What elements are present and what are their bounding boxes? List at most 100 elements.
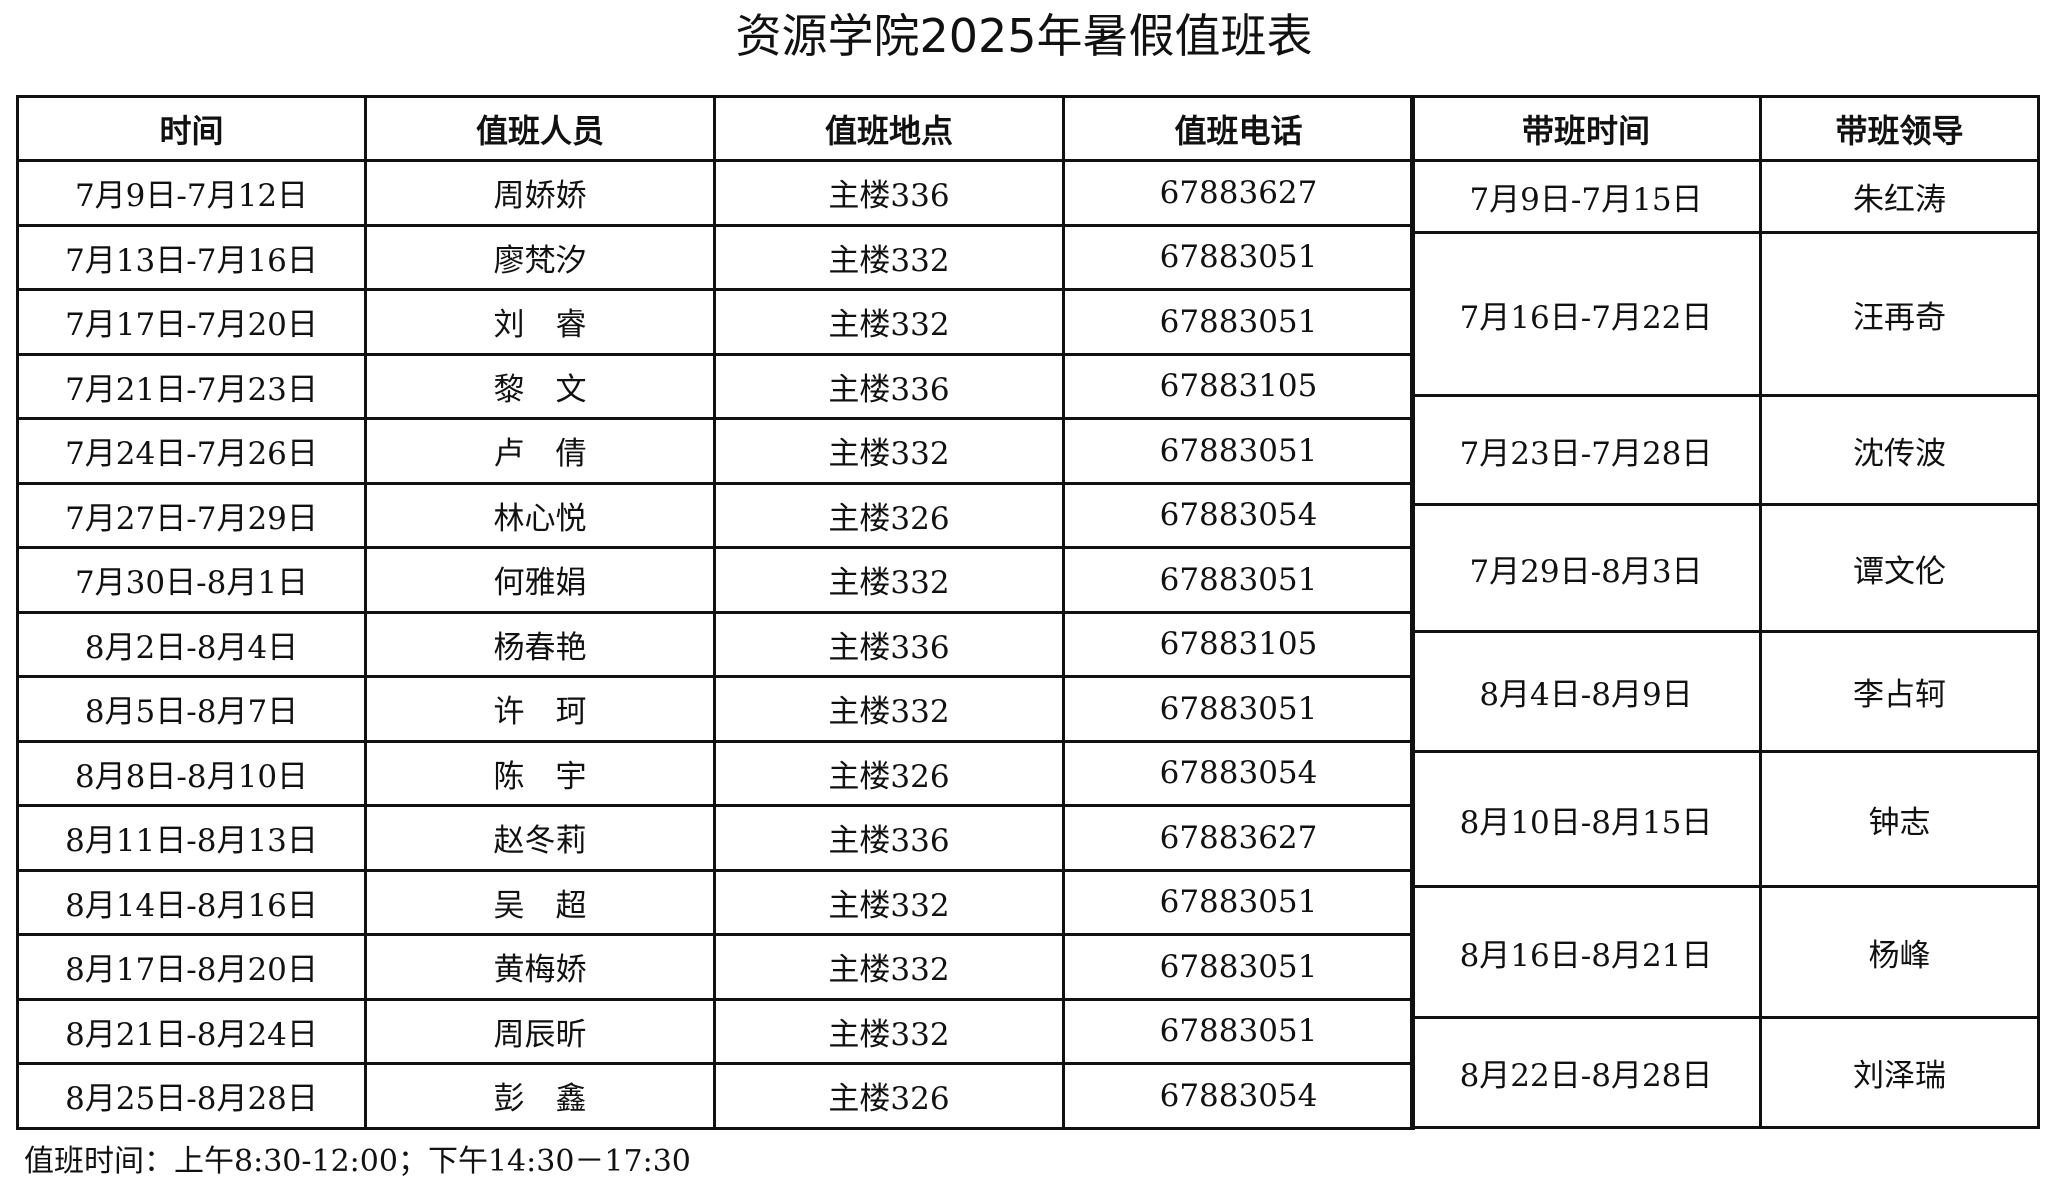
table-row: 8月4日-8月9日 李占轲 (1410, 630, 2040, 753)
phone-cell: 67883627 (1062, 804, 1415, 872)
table-row: 7月24日-7月26日卢 倩主楼332 67883051 (16, 417, 1415, 485)
date-range-cell: 8月8日-8月10日 (16, 739, 367, 807)
leader-name-cell: 汪再奇 (1759, 231, 2040, 397)
date-range-cell: 8月2日-8月4日 (16, 610, 367, 678)
table-row: 7月21日-7月23日黎 文主楼336 67883105 (16, 352, 1415, 420)
date-range-cell: 8月25日-8月28日 (16, 1062, 367, 1130)
staff-name-cell: 杨春艳 (364, 610, 716, 678)
column-header: 时间 (16, 95, 367, 162)
leader-name-cell: 刘泽瑞 (1759, 1016, 2040, 1129)
table-row: 7月9日-7月12日 周娇娇 主楼336 67883627 (16, 159, 1415, 227)
staff-name-cell: 林心悦 (364, 481, 716, 549)
table-row: 7月27日-7月29日 林心悦 主楼326 67883054 (16, 481, 1415, 549)
phone-cell: 67883051 (1062, 868, 1415, 936)
staff-name-cell: 卢 倩 (364, 417, 716, 485)
date-range-cell: 8月11日-8月13日 (16, 804, 367, 872)
leader-name-cell: 沈传波 (1759, 394, 2040, 506)
location-cell: 主楼336 (713, 159, 1065, 227)
leader-name-cell: 李占轲 (1759, 630, 2040, 753)
location-cell: 主楼326 (713, 481, 1065, 549)
date-range-cell: 8月5日-8月7日 (16, 675, 367, 743)
date-range-cell: 8月21日-8月24日 (16, 997, 367, 1065)
table-row: 7月29日-8月3日 谭文伦 (1410, 503, 2040, 633)
staff-name-cell: 周娇娇 (364, 159, 716, 227)
staff-name-cell: 吴 超 (364, 868, 716, 936)
location-cell: 主楼332 (713, 417, 1065, 485)
table-row: 7月16日-7月22日 汪再奇 (1410, 231, 2040, 397)
staff-name-cell: 黎 文 (364, 352, 716, 420)
column-header: 带班领导 (1759, 95, 2040, 162)
phone-cell: 67883054 (1062, 739, 1415, 807)
date-range-cell: 7月17日-7月20日 (16, 288, 367, 356)
location-cell: 主楼326 (713, 739, 1065, 807)
leader-date-range-cell: 8月10日-8月15日 (1410, 750, 1762, 888)
staff-name-cell: 刘 睿 (364, 288, 716, 356)
table-row: 8月10日-8月15日 钟志 (1410, 750, 2040, 888)
table-row: 8月2日-8月4日 杨春艳 主楼336 67883105 (16, 610, 1415, 678)
date-range-cell: 8月14日-8月16日 (16, 868, 367, 936)
date-range-cell: 8月17日-8月20日 (16, 933, 367, 1001)
phone-cell: 67883054 (1062, 481, 1415, 549)
phone-cell: 67883051 (1062, 997, 1415, 1065)
duty-table: 时间 值班人员 值班地点 值班电话 7月9日-7月12日 周娇娇 主楼336 6788362… (16, 95, 1415, 1130)
location-cell: 主楼332 (713, 933, 1065, 1001)
table-row: 7月13日-7月16日 廖梵汐 主楼332 67883051 (16, 223, 1415, 291)
leader-date-range-cell: 7月29日-8月3日 (1410, 503, 1762, 633)
location-cell: 主楼332 (713, 546, 1065, 614)
phone-cell: 67883051 (1062, 933, 1415, 1001)
staff-name-cell: 陈 宇 (364, 739, 716, 807)
column-header: 带班时间 (1410, 95, 1762, 162)
phone-cell: 67883051 (1062, 223, 1415, 291)
date-range-cell: 7月9日-7月12日 (16, 159, 367, 227)
phone-cell: 67883054 (1062, 1062, 1415, 1130)
date-range-cell: 7月21日-7月23日 (16, 352, 367, 420)
phone-cell: 67883051 (1062, 546, 1415, 614)
location-cell: 主楼332 (713, 223, 1065, 291)
date-range-cell: 7月13日-7月16日 (16, 223, 367, 291)
date-range-cell: 7月27日-7月29日 (16, 481, 367, 549)
location-cell: 主楼332 (713, 997, 1065, 1065)
location-cell: 主楼336 (713, 610, 1065, 678)
leader-date-range-cell: 8月22日-8月28日 (1410, 1016, 1762, 1129)
phone-cell: 67883051 (1062, 288, 1415, 356)
table-row: 8月14日-8月16日吴 超主楼332 67883051 (16, 868, 1415, 936)
leader-table: 带班时间 带班领导 7月9日-7月15日 朱红涛 7月16日-7月22日 汪再奇 7月23… (1410, 95, 2040, 1129)
leader-name-cell: 钟志 (1759, 750, 2040, 888)
location-cell: 主楼332 (713, 288, 1065, 356)
table-row: 8月5日-8月7日许 珂主楼332 67883051 (16, 675, 1415, 743)
date-range-cell: 7月30日-8月1日 (16, 546, 367, 614)
leader-name-cell: 朱红涛 (1759, 159, 2040, 234)
page-title: 资源学院2025年暑假值班表 (735, 9, 1313, 63)
table-row: 8月11日-8月13日 赵冬莉 主楼336 67883627 (16, 804, 1415, 872)
table-row: 7月30日-8月1日 何雅娟 主楼332 67883051 (16, 546, 1415, 614)
leader-date-range-cell: 7月9日-7月15日 (1410, 159, 1762, 234)
table-row: 8月16日-8月21日 杨峰 (1410, 885, 2040, 1019)
staff-name-cell: 彭 鑫 (364, 1062, 716, 1130)
table-row: 8月25日-8月28日彭 鑫主楼326 67883054 (16, 1062, 1415, 1130)
table-row: 8月21日-8月24日 周辰昕 主楼332 67883051 (16, 997, 1415, 1065)
leader-name-cell: 杨峰 (1759, 885, 2040, 1019)
leader-date-range-cell: 8月16日-8月21日 (1410, 885, 1762, 1019)
staff-name-cell: 许 珂 (364, 675, 716, 743)
phone-cell: 67883627 (1062, 159, 1415, 227)
phone-cell: 67883051 (1062, 675, 1415, 743)
table-row: 8月22日-8月28日 刘泽瑞 (1410, 1016, 2040, 1129)
phone-cell: 67883105 (1062, 352, 1415, 420)
staff-name-cell: 周辰昕 (364, 997, 716, 1065)
location-cell: 主楼336 (713, 352, 1065, 420)
location-cell: 主楼332 (713, 868, 1065, 936)
table-row: 8月17日-8月20日 黄梅娇 主楼332 67883051 (16, 933, 1415, 1001)
phone-cell: 67883105 (1062, 610, 1415, 678)
table-row: 7月17日-7月20日刘 睿主楼332 67883051 (16, 288, 1415, 356)
duty-hours-note: 值班时间：上午8:30-12:00；下午14:30－17:30 (24, 1144, 691, 1179)
table-row: 8月8日-8月10日陈 宇主楼326 67883054 (16, 739, 1415, 807)
table-row: 7月9日-7月15日 朱红涛 (1410, 159, 2040, 234)
leader-date-range-cell: 7月23日-7月28日 (1410, 394, 1762, 506)
staff-name-cell: 廖梵汐 (364, 223, 716, 291)
staff-name-cell: 何雅娟 (364, 546, 716, 614)
column-header: 值班电话 (1062, 95, 1415, 162)
table-header-row: 时间 值班人员 值班地点 值班电话 (16, 95, 1415, 162)
location-cell: 主楼336 (713, 804, 1065, 872)
staff-name-cell: 赵冬莉 (364, 804, 716, 872)
table-header-row: 带班时间 带班领导 (1410, 95, 2040, 162)
